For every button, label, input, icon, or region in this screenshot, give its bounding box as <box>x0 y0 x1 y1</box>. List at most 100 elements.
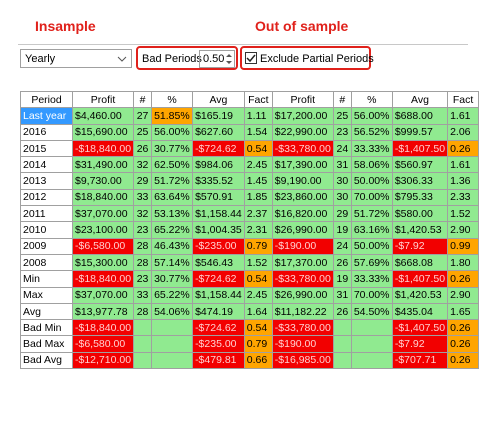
value-cell <box>151 335 194 353</box>
value-cell: 0.26 <box>447 351 480 370</box>
table-row: Min -$18,840.00 23 30.77% -$724.62 0.54 -$33,7… <box>20 270 480 288</box>
value-cell: 33.33% <box>350 139 393 158</box>
value-cell: 32 <box>133 205 153 223</box>
value-cell: -$1,407.50 <box>391 270 449 288</box>
value-cell: $9,730.00 <box>71 172 135 190</box>
period-select[interactable]: Yearly <box>20 49 132 68</box>
value-cell: $18,840.00 <box>71 188 135 207</box>
value-cell: 0.79 <box>243 237 273 255</box>
value-cell: $15,690.00 <box>71 123 135 141</box>
value-cell: $26,990.00 <box>271 286 334 304</box>
table-row: Avg $13,977.78 28 54.06% $474.19 1.64 $11,182.… <box>20 302 480 321</box>
table-row: 2011 $37,070.00 32 53.13% $1,158.44 2.37 $16,8… <box>20 205 480 223</box>
value-cell <box>350 319 393 337</box>
value-cell: $570.91 <box>192 188 245 207</box>
out-of-sample-label: Out of sample <box>255 18 349 34</box>
value-cell: -$707.71 <box>391 351 449 370</box>
value-cell: -$18,840.00 <box>71 319 135 337</box>
value-cell: 65.22% <box>151 286 194 304</box>
period-cell: 2010 <box>20 221 73 239</box>
table-row: Bad Avg -$12,710.00 -$479.81 0.66 -$16,985.0… <box>20 351 480 370</box>
value-cell: 51.72% <box>350 205 393 223</box>
period-cell: 2008 <box>20 253 73 272</box>
value-cell: 1.80 <box>447 253 480 272</box>
value-cell: -$18,840.00 <box>71 139 135 158</box>
value-cell: -$235.00 <box>192 237 245 255</box>
table-row: 2015 -$18,840.00 26 30.77% -$724.62 0.54 -$33,… <box>20 139 480 158</box>
value-cell: 33.33% <box>350 270 393 288</box>
value-cell: 1.52 <box>243 253 273 272</box>
bad-periods-spin[interactable]: 0.50 <box>199 50 235 68</box>
period-cell: Avg <box>20 302 73 321</box>
value-cell: 1.54 <box>243 123 273 141</box>
value-cell: $15,300.00 <box>71 253 135 272</box>
value-cell: 62.50% <box>151 156 194 174</box>
value-cell: 0.54 <box>243 270 273 288</box>
table-row: 2016 $15,690.00 25 56.00% $627.60 1.54 $22,990… <box>20 123 480 141</box>
period-cell: Max <box>20 286 73 304</box>
value-cell: $627.60 <box>192 123 245 141</box>
value-cell: -$1,407.50 <box>391 319 449 337</box>
period-select-text: Yearly <box>25 53 56 65</box>
value-cell: $37,070.00 <box>71 205 135 223</box>
header-cell: # <box>133 90 153 109</box>
toolbar-line <box>18 44 468 45</box>
value-cell: 1.65 <box>447 302 480 321</box>
header-cell: % <box>151 90 194 109</box>
value-cell: 56.00% <box>350 107 393 125</box>
value-cell: 46.43% <box>151 237 194 255</box>
value-cell: -$6,580.00 <box>71 237 135 255</box>
value-cell: 0.99 <box>447 237 480 255</box>
value-cell: $474.19 <box>192 302 245 321</box>
value-cell <box>332 335 352 353</box>
value-cell: 0.54 <box>243 319 273 337</box>
checkbox[interactable] <box>245 52 257 64</box>
stats-table: Period Profit #% Avg Fact Profit #% Avg Fact Las… <box>20 90 480 370</box>
value-cell: 28 <box>133 253 153 272</box>
value-cell: 26 <box>332 253 352 272</box>
value-cell: -$33,780.00 <box>271 319 334 337</box>
value-cell <box>133 319 153 337</box>
value-cell: $1,420.53 <box>391 286 449 304</box>
table-row: 2012 $18,840.00 33 63.64% $570.91 1.85 $23,860… <box>20 188 480 207</box>
value-cell: $688.00 <box>391 107 449 125</box>
value-cell: 65.22% <box>151 221 194 239</box>
value-cell: -$724.62 <box>192 139 245 158</box>
value-cell: 33 <box>133 286 153 304</box>
period-cell: 2012 <box>20 188 73 207</box>
value-cell: $9,190.00 <box>271 172 334 190</box>
value-cell: -$6,580.00 <box>71 335 135 353</box>
value-cell: $165.19 <box>192 107 245 125</box>
period-cell: Bad Max <box>20 335 73 353</box>
value-cell: $1,158.44 <box>192 205 245 223</box>
value-cell: 0.26 <box>447 270 480 288</box>
period-cell: Bad Avg <box>20 351 73 370</box>
value-cell: 53.13% <box>151 205 194 223</box>
value-cell: $23,100.00 <box>71 221 135 239</box>
value-cell <box>151 351 194 370</box>
value-cell: 28 <box>133 302 153 321</box>
insample-label: Insample <box>35 18 96 34</box>
value-cell: -$18,840.00 <box>71 270 135 288</box>
period-cell: 2009 <box>20 237 73 255</box>
value-cell <box>133 351 153 370</box>
value-cell: 70.00% <box>350 188 393 207</box>
header-row: Period Profit #% Avg Fact Profit #% Avg Fact <box>20 90 480 109</box>
table-row: 2013 $9,730.00 29 51.72% $335.52 1.45 $9,190.0… <box>20 172 480 190</box>
value-cell: 2.31 <box>243 221 273 239</box>
bad-periods-value: 0.50 <box>203 53 225 65</box>
value-cell: 0.54 <box>243 139 273 158</box>
table-row: Max $37,070.00 33 65.22% $1,158.44 2.45 $26,99… <box>20 286 480 304</box>
highlight-box <box>136 46 238 70</box>
value-cell <box>350 351 393 370</box>
value-cell: 1.61 <box>447 156 480 174</box>
value-cell: 0.79 <box>243 335 273 353</box>
value-cell: 25 <box>133 123 153 141</box>
value-cell: 23 <box>133 270 153 288</box>
value-cell: 30.77% <box>151 270 194 288</box>
value-cell: -$724.62 <box>192 319 245 337</box>
value-cell: $668.08 <box>391 253 449 272</box>
table-row: 2009 -$6,580.00 28 46.43% -$235.00 0.79 -$190.… <box>20 237 480 255</box>
period-cell: Min <box>20 270 73 288</box>
